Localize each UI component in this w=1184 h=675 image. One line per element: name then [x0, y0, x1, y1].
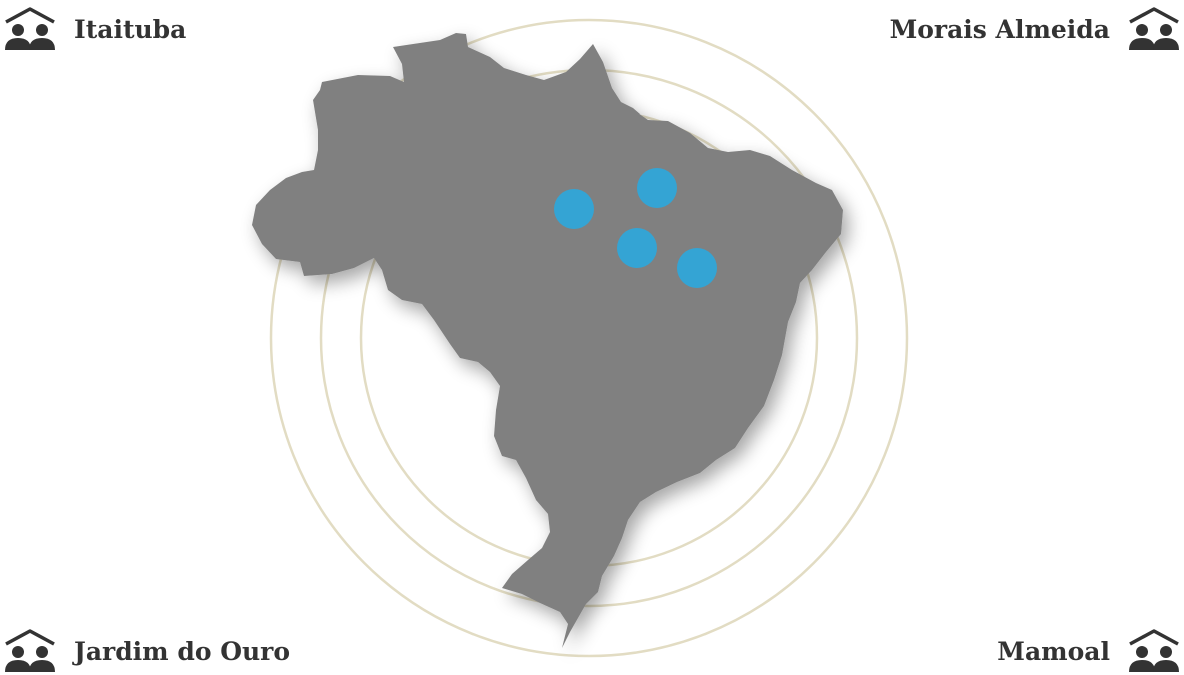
location-label: Itaituba: [74, 14, 187, 44]
site-marker-3[interactable]: [617, 228, 657, 268]
community-icon: [1129, 629, 1179, 672]
community-icon: [1129, 7, 1179, 50]
location-jardim-do-ouro[interactable]: Jardim do Ouro: [4, 628, 290, 674]
site-markers: [554, 168, 717, 288]
site-marker-2[interactable]: [637, 168, 677, 208]
community-icon: [5, 7, 55, 50]
community-icon: [5, 629, 55, 672]
site-marker-4[interactable]: [677, 248, 717, 288]
site-marker-1[interactable]: [554, 189, 594, 229]
location-label: Morais Almeida: [889, 14, 1110, 44]
location-label: Jardim do Ouro: [74, 636, 290, 666]
range-ring-outer: [269, 18, 909, 658]
location-label: Mamoal: [997, 636, 1110, 666]
location-mamoal[interactable]: Mamoal: [997, 628, 1180, 674]
location-morais-almeida[interactable]: Morais Almeida: [890, 6, 1180, 52]
location-itaituba[interactable]: Itaituba: [4, 6, 186, 52]
brazil-landmass: [252, 33, 843, 648]
